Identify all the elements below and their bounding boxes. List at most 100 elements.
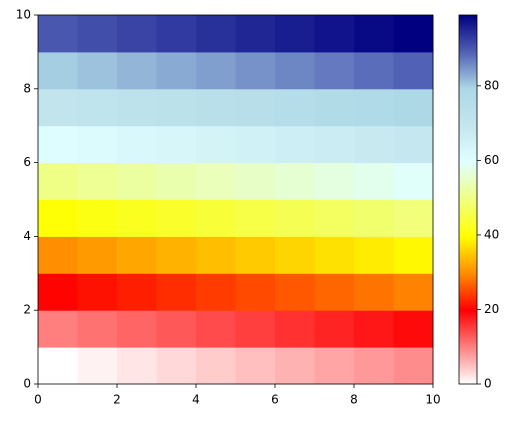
cell bbox=[156, 125, 197, 164]
cell bbox=[156, 236, 197, 274]
cell bbox=[156, 15, 197, 53]
cell bbox=[77, 51, 118, 90]
cell bbox=[275, 199, 315, 237]
cell bbox=[117, 236, 157, 274]
colorbar-tick-label: 60 bbox=[484, 153, 499, 167]
cell bbox=[314, 310, 355, 348]
cell bbox=[156, 199, 197, 237]
colorbar-tick-label: 20 bbox=[484, 302, 499, 316]
cell bbox=[393, 310, 434, 348]
cell bbox=[156, 310, 197, 348]
cell bbox=[235, 15, 276, 53]
cell bbox=[275, 162, 315, 200]
cell bbox=[38, 310, 78, 348]
cell bbox=[38, 199, 78, 237]
cell bbox=[275, 310, 315, 348]
colorbar-tick-label: 40 bbox=[484, 227, 499, 241]
cell bbox=[275, 51, 315, 90]
cell bbox=[393, 125, 434, 164]
cell bbox=[117, 15, 157, 53]
cell bbox=[196, 236, 236, 274]
y-tick-label: 8 bbox=[23, 81, 31, 95]
cell bbox=[235, 125, 276, 164]
cell bbox=[275, 236, 315, 274]
cell bbox=[314, 199, 355, 237]
colorbar bbox=[458, 14, 478, 385]
cell bbox=[156, 347, 197, 385]
cell bbox=[314, 88, 355, 127]
cell bbox=[196, 125, 236, 164]
cell bbox=[314, 51, 355, 90]
cell bbox=[77, 236, 118, 274]
cell bbox=[393, 347, 434, 385]
cell bbox=[354, 347, 394, 385]
cell bbox=[38, 15, 78, 53]
cell bbox=[314, 15, 355, 53]
x-tick-label: 2 bbox=[113, 393, 121, 407]
cell bbox=[275, 15, 315, 53]
cell bbox=[196, 273, 236, 311]
cell bbox=[275, 125, 315, 164]
cell bbox=[117, 162, 157, 200]
cell bbox=[196, 310, 236, 348]
y-tick-label: 2 bbox=[23, 303, 31, 317]
cell bbox=[314, 125, 355, 164]
cell bbox=[77, 162, 118, 200]
cell bbox=[393, 162, 434, 200]
cell bbox=[38, 347, 78, 385]
y-tick-label: 6 bbox=[23, 155, 31, 169]
cell bbox=[354, 125, 394, 164]
cell bbox=[393, 88, 434, 127]
cell bbox=[196, 162, 236, 200]
cell bbox=[354, 310, 394, 348]
cell bbox=[235, 236, 276, 274]
cell bbox=[354, 162, 394, 200]
colorbar-tick-label: 80 bbox=[484, 78, 499, 92]
cell bbox=[117, 88, 157, 127]
cell bbox=[354, 199, 394, 237]
cell bbox=[196, 199, 236, 237]
cell bbox=[235, 273, 276, 311]
cell bbox=[354, 15, 394, 53]
cell bbox=[117, 51, 157, 90]
x-tick-label: 4 bbox=[192, 393, 200, 407]
cell bbox=[117, 347, 157, 385]
cell bbox=[38, 162, 78, 200]
y-tick-label: 10 bbox=[16, 8, 31, 22]
cell bbox=[235, 199, 276, 237]
x-tick-label: 6 bbox=[271, 393, 279, 407]
y-tick-label: 0 bbox=[23, 377, 31, 391]
cell bbox=[77, 88, 118, 127]
cell bbox=[354, 236, 394, 274]
cell bbox=[196, 347, 236, 385]
cell bbox=[235, 310, 276, 348]
cell bbox=[77, 310, 118, 348]
cell bbox=[196, 88, 236, 127]
cell bbox=[393, 15, 434, 53]
cell bbox=[235, 162, 276, 200]
cell bbox=[117, 199, 157, 237]
axes-frame bbox=[37, 14, 434, 385]
y-tick-label: 4 bbox=[23, 229, 31, 243]
cell bbox=[156, 88, 197, 127]
cell bbox=[156, 162, 197, 200]
x-tick-label: 0 bbox=[34, 393, 42, 407]
cell bbox=[117, 310, 157, 348]
cell bbox=[393, 273, 434, 311]
cell bbox=[354, 273, 394, 311]
cell bbox=[77, 125, 118, 164]
cell bbox=[156, 273, 197, 311]
cell bbox=[354, 51, 394, 90]
cell bbox=[38, 125, 78, 164]
cell bbox=[393, 199, 434, 237]
cell bbox=[235, 88, 276, 127]
cell bbox=[117, 273, 157, 311]
cell bbox=[393, 51, 434, 90]
cell bbox=[196, 15, 236, 53]
colorbar-tick-label: 0 bbox=[484, 377, 492, 391]
x-tick-label: 10 bbox=[425, 393, 440, 407]
cell bbox=[77, 347, 118, 385]
cell bbox=[275, 273, 315, 311]
